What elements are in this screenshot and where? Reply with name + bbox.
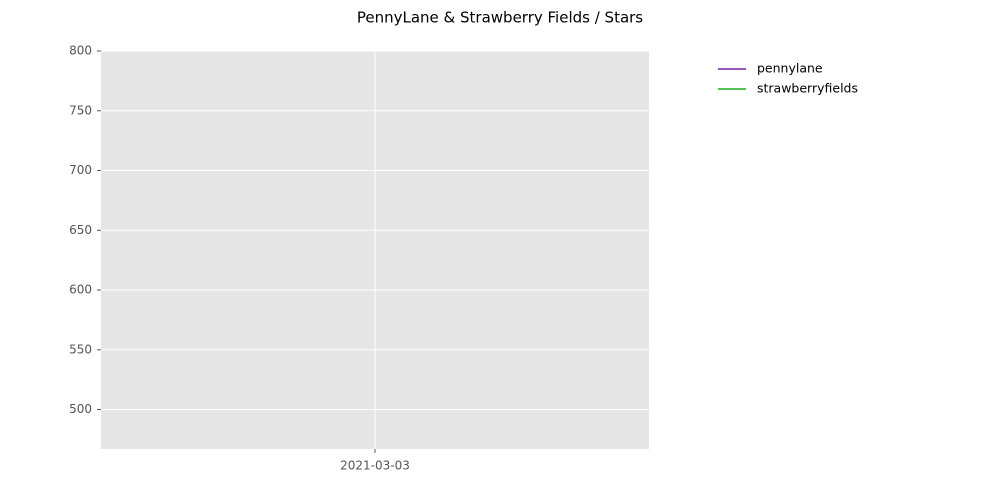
y-tick-label: 550 — [69, 342, 92, 356]
y-tick-label: 500 — [69, 402, 92, 416]
y-tick-label: 800 — [69, 44, 92, 58]
chart-title: PennyLane & Strawberry Fields / Stars — [357, 9, 643, 27]
y-tick-label: 750 — [69, 103, 92, 117]
legend-label: strawberryfields — [757, 81, 858, 96]
x-tick-label: 2021-03-03 — [340, 459, 410, 473]
y-tick-label: 650 — [69, 223, 92, 237]
y-tick-label: 700 — [69, 163, 92, 177]
legend-label: pennylane — [757, 61, 823, 76]
y-tick-label: 600 — [69, 283, 92, 297]
